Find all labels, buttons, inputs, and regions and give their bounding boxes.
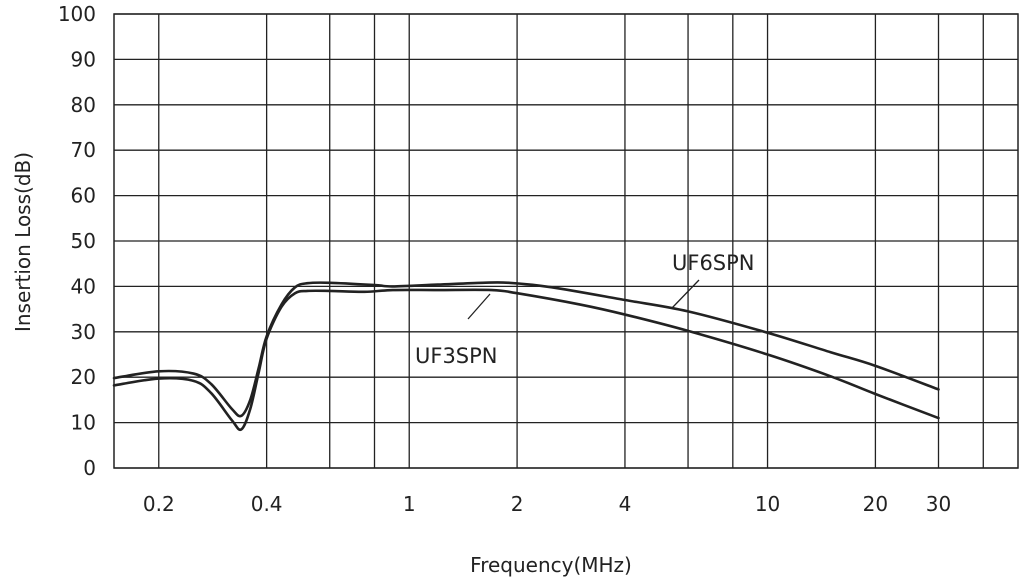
y-tick-labels: 0 10 20 30 40 50 60 70 80 90 100 <box>58 2 96 480</box>
x-tick-label: 20 <box>863 492 888 516</box>
x-axis-title: Frequency(MHz) <box>470 553 632 577</box>
y-tick-label: 80 <box>71 93 96 117</box>
y-tick-label: 30 <box>71 320 96 344</box>
annotation-leader-uf6spn <box>671 279 700 309</box>
y-tick-label: 100 <box>58 2 96 26</box>
x-tick-labels: 0.2 0.4 1 2 4 10 20 30 <box>143 492 951 516</box>
x-tick-label: 2 <box>511 492 524 516</box>
y-tick-label: 50 <box>71 229 96 253</box>
x-tick-label: 1 <box>403 492 416 516</box>
x-tick-label: 0.2 <box>143 492 175 516</box>
series-line-uf3spn <box>112 288 940 432</box>
x-tick-label: 30 <box>926 492 951 516</box>
annotations: UF6SPN UF3SPN <box>415 251 755 368</box>
plot-frame <box>113 13 1019 469</box>
annotation-leader-uf3spn <box>467 293 491 320</box>
y-tick-label: 70 <box>71 138 96 162</box>
y-tick-label: 20 <box>71 365 96 389</box>
series-line-uf6spn <box>112 281 940 418</box>
x-tick-label: 0.4 <box>251 492 283 516</box>
y-tick-label: 10 <box>71 411 96 435</box>
y-axis-title: Insertion Loss(dB) <box>11 152 35 332</box>
y-tick-label: 0 <box>83 456 96 480</box>
series-lines <box>112 281 940 432</box>
annotation-uf3spn: UF3SPN <box>415 344 498 368</box>
y-tick-label: 60 <box>71 184 96 208</box>
annotation-uf6spn: UF6SPN <box>672 251 755 275</box>
y-tick-label: 90 <box>71 47 96 71</box>
y-tick-label: 40 <box>71 274 96 298</box>
x-tick-label: 10 <box>755 492 780 516</box>
grid <box>113 13 1019 469</box>
x-tick-label: 4 <box>619 492 632 516</box>
